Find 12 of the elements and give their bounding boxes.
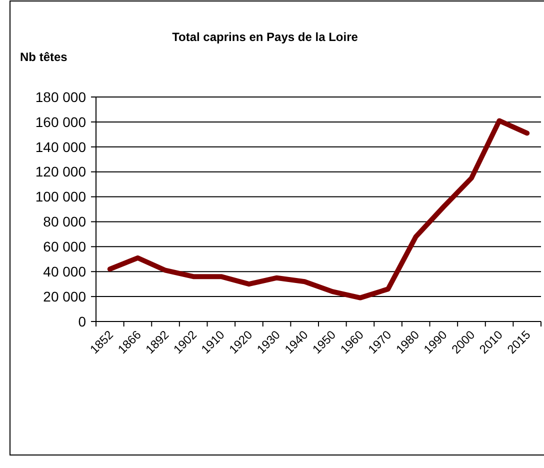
y-tick-label: 0 bbox=[78, 313, 86, 330]
y-tick-label: 40 000 bbox=[43, 264, 86, 280]
y-tick-label: 20 000 bbox=[43, 288, 86, 304]
y-tick-label: 160 000 bbox=[35, 114, 86, 130]
y-tick-label: 120 000 bbox=[35, 164, 86, 180]
y-tick-label: 180 000 bbox=[35, 88, 86, 105]
y-axis-title: Nb têtes bbox=[20, 50, 68, 64]
y-tick-label: 140 000 bbox=[35, 138, 86, 155]
y-tick-label: 100 000 bbox=[35, 188, 86, 205]
y-tick-label: 80 000 bbox=[43, 214, 86, 230]
y-tick-label: 60 000 bbox=[43, 238, 86, 255]
chart-title: Total caprins en Pays de la Loire bbox=[172, 30, 358, 44]
